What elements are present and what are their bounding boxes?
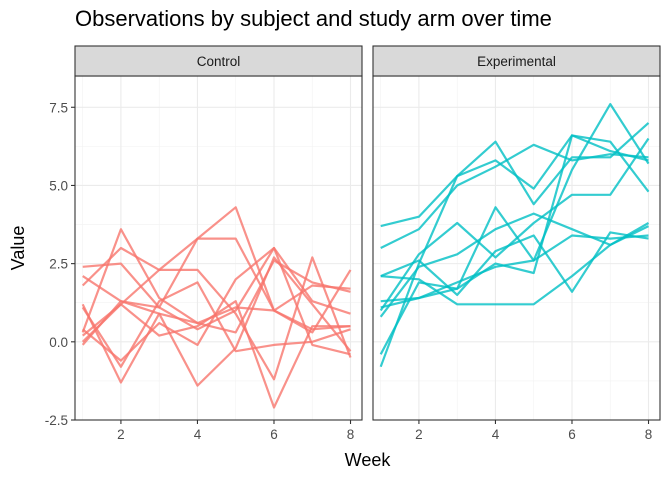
y-axis-title: Value [8,226,28,271]
x-tick-label: 2 [117,427,125,442]
y-tick-label: 2.5 [49,257,68,272]
panel-background [373,76,660,420]
facet-strip-label: Experimental [477,54,556,69]
x-tick-label: 6 [568,427,576,442]
series-line-control-7 [81,246,352,381]
chart-title: Observations by subject and study arm ov… [75,6,552,31]
series-line-experimental-10 [379,212,649,318]
x-axis-title: Week [345,450,392,470]
facet-strip-label: Control [197,54,241,69]
x-tick-label: 6 [270,427,278,442]
y-tick-label: 5.0 [49,178,68,193]
series-line-experimental-1 [380,143,649,249]
panel-background [75,76,362,420]
series-line-control-10 [81,300,351,346]
x-tick-label: 8 [645,427,653,442]
y-tick-label: -2.5 [45,413,68,428]
y-tick-label: 0.0 [49,335,68,350]
facet-strip [74,45,363,77]
series-line-experimental-8 [379,122,650,368]
x-tick-label: 4 [492,427,500,442]
facet-strip [372,45,661,77]
y-tick-label: 7.5 [49,100,68,115]
x-tick-label: 8 [347,427,355,442]
x-tick-label: 2 [415,427,423,442]
series-line-control-3 [82,237,351,312]
series-line-experimental-6 [380,134,649,303]
series-line-control-8 [82,206,352,337]
series-line-experimental-7 [380,222,650,306]
series-line-control-9 [81,256,352,387]
x-tick-label: 4 [194,427,202,442]
series-line-control-6 [81,300,351,409]
